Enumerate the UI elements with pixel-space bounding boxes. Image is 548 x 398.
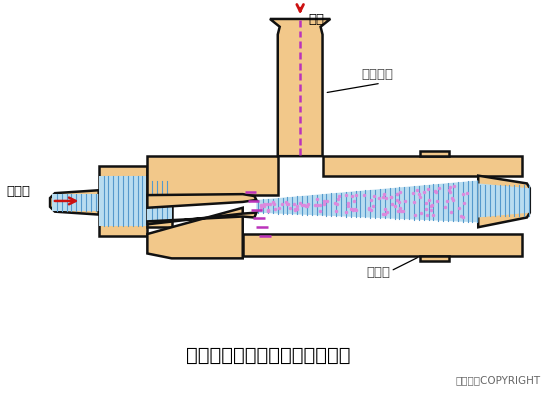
Polygon shape [147, 194, 256, 208]
Polygon shape [147, 213, 256, 224]
Polygon shape [256, 181, 478, 222]
Text: 混合液: 混合液 [6, 185, 30, 198]
Polygon shape [50, 190, 99, 215]
Polygon shape [147, 176, 172, 227]
Polygon shape [270, 19, 330, 156]
Text: 空气竖管: 空气竖管 [362, 68, 393, 81]
Polygon shape [99, 166, 147, 236]
Polygon shape [279, 33, 322, 156]
Polygon shape [243, 234, 522, 256]
Polygon shape [147, 156, 278, 195]
Text: 射流式水力冲击式空气扩散装置: 射流式水力冲击式空气扩散装置 [186, 346, 350, 365]
Text: 东方仿真COPYRIGHT: 东方仿真COPYRIGHT [455, 375, 540, 385]
Text: 空气: 空气 [308, 13, 324, 26]
Polygon shape [52, 194, 99, 211]
Polygon shape [147, 181, 172, 222]
Polygon shape [323, 156, 522, 176]
Polygon shape [420, 256, 449, 261]
Polygon shape [478, 183, 530, 217]
Polygon shape [420, 151, 449, 156]
Polygon shape [478, 176, 530, 227]
Polygon shape [147, 208, 243, 258]
Text: 扩散器: 扩散器 [366, 266, 390, 279]
Polygon shape [99, 176, 147, 226]
